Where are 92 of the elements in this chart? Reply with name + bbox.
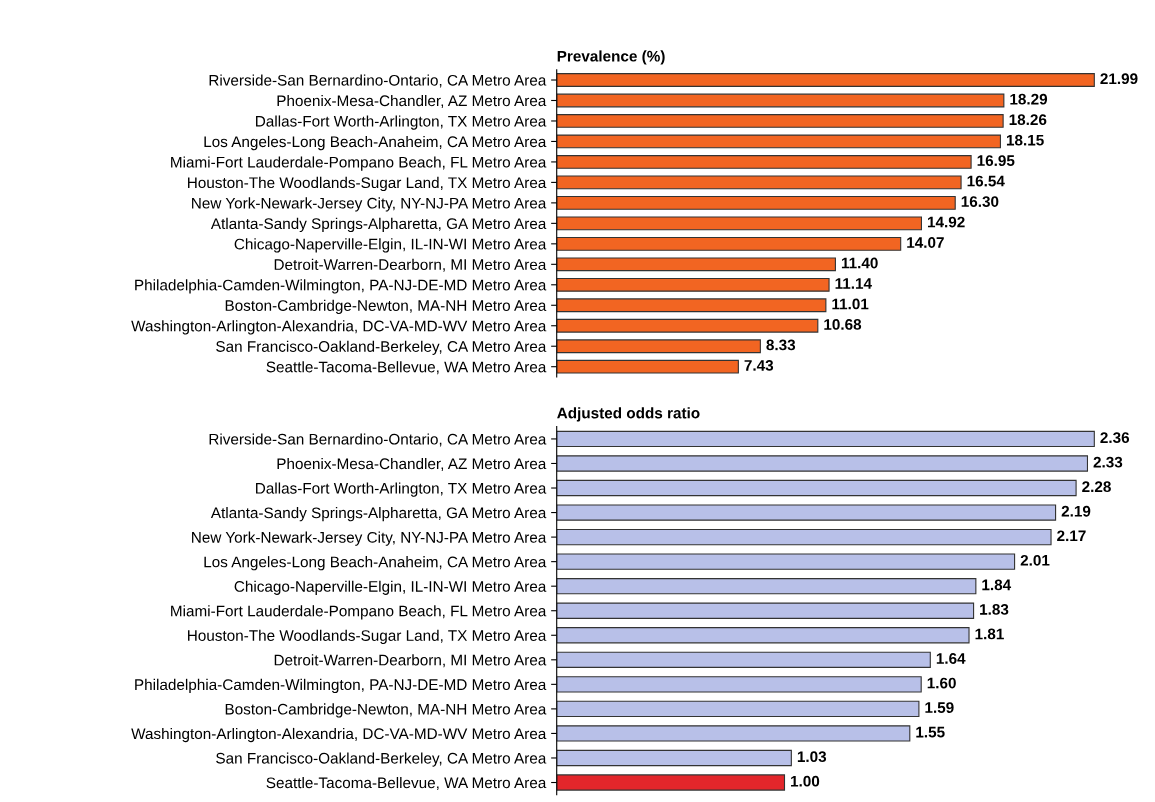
bar — [556, 749, 792, 767]
bar — [556, 479, 1077, 497]
data-label: 16.54 — [967, 175, 1005, 187]
y-tick-label: Chicago-Naperville-Elgin, IL-IN-WI Metro Area — [234, 580, 547, 595]
bar — [556, 277, 830, 292]
data-label: 2.33 — [1093, 456, 1123, 468]
bar — [556, 578, 977, 595]
bar — [556, 93, 1005, 108]
bar — [556, 455, 1089, 472]
bar — [556, 359, 739, 374]
data-label: 2.28 — [1082, 481, 1111, 493]
data-label: 8.33 — [766, 339, 796, 351]
y-tick-label: Boston-Cambridge-Newton, MA-NH Metro Area — [225, 703, 547, 718]
bar — [556, 725, 911, 742]
y-tick-label: Philadelphia-Camden-Wilmington, PA-NJ-DE-MD Metro Area — [135, 678, 547, 694]
y-tick-label: Seattle-Tacoma-Bellevue, WA Metro Area — [266, 776, 547, 790]
bar — [556, 216, 923, 231]
data-label: 1.00 — [791, 775, 820, 787]
data-label: 2.36 — [1100, 432, 1130, 444]
y-tick-label: Houston-The Woodlands-Sugar Land, TX Metro Area — [188, 629, 547, 644]
y-tick-label: Riverside-San Bernardino-Ontario, CA Metro Area — [209, 433, 547, 447]
y-tick-label: Riverside-San Bernardino-Ontario, CA Metro Area — [209, 74, 547, 88]
y-tick-label: Boston-Cambridge-Newton, MA-NH Metro Area — [225, 299, 547, 314]
y-tick-label: San Francisco-Oakland-Berkeley, CA Metro Area — [216, 752, 547, 767]
data-label: 11.14 — [835, 278, 872, 289]
y-tick-label: Miami-Fort Lauderdale-Pompano Beach, FL Metro Area — [171, 605, 547, 620]
bar — [556, 257, 836, 272]
data-label: 18.26 — [1009, 114, 1047, 126]
data-label: 11.40 — [841, 257, 878, 269]
y-tick-label: Washington-Arlington-Alexandria, DC-VA-MD-WV Metro Area — [131, 727, 547, 743]
bar — [556, 195, 956, 210]
data-label: 2.17 — [1057, 530, 1086, 542]
data-label: 1.83 — [980, 604, 1009, 615]
data-label: 11.01 — [832, 298, 869, 310]
bar — [556, 676, 922, 693]
data-label: 2.19 — [1061, 505, 1091, 517]
bar — [556, 236, 902, 251]
bar — [556, 700, 920, 718]
y-tick-label: Phoenix-Mesa-Chandler, AZ Metro Area — [277, 457, 547, 471]
data-label: 1.59 — [925, 702, 954, 713]
data-label: 1.55 — [916, 726, 945, 738]
y-tick-label: Dallas-Fort Worth-Arlington, TX Metro Area — [256, 115, 547, 130]
data-label: 10.68 — [824, 319, 862, 330]
y-tick-label: San Francisco-Oakland-Berkeley, CA Metro Area — [216, 340, 547, 355]
y-tick-label: Detroit-Warren-Dearborn, MI Metro Area — [274, 258, 547, 272]
bar — [556, 651, 931, 668]
bar — [556, 114, 1004, 128]
data-label: 1.64 — [936, 653, 966, 664]
y-tick-label: Los Angeles-Long Beach-Anaheim, CA Metro Area — [204, 556, 547, 571]
data-label: 2.01 — [1020, 554, 1050, 566]
y-tick-label: Los Angeles-Long Beach-Anaheim, CA Metro Area — [204, 135, 547, 151]
y-tick-label: Atlanta-Sandy Springs-Alpharetta, GA Metro Area — [210, 507, 547, 522]
y-tick-label: Phoenix-Mesa-Chandler, AZ Metro Area — [277, 94, 547, 108]
data-label: 1.81 — [975, 628, 1004, 640]
data-label: 7.43 — [744, 359, 774, 371]
y-tick-label: Philadelphia-Camden-Wilmington, PA-NJ-DE-MD Metro Area — [135, 279, 547, 294]
bar — [556, 528, 1052, 546]
data-label: 14.92 — [927, 216, 965, 228]
y-tick-label: Dallas-Fort Worth-Arlington, TX Metro Area — [256, 482, 547, 497]
bar — [556, 175, 962, 190]
bar — [556, 602, 975, 619]
bar — [556, 73, 1095, 87]
data-label: 1.84 — [982, 579, 1012, 591]
data-label: 16.30 — [961, 196, 999, 207]
data-label: 1.03 — [797, 751, 827, 763]
bar — [556, 553, 1016, 570]
chart-title: Adjusted odds ratio — [557, 407, 700, 422]
bar — [556, 339, 761, 354]
bar — [556, 134, 1001, 149]
y-tick-label: Washington-Arlington-Alexandria, DC-VA-MD-WV Metro Area — [131, 320, 547, 335]
data-label: 18.15 — [1006, 134, 1044, 146]
y-tick-label: Chicago-Naperville-Elgin, IL-IN-WI Metro Area — [234, 238, 547, 253]
bar — [556, 298, 827, 313]
y-tick-label: New York-Newark-Jersey City, NY-NJ-PA Metro Area — [192, 197, 547, 212]
bar — [556, 627, 970, 644]
y-tick-label: Houston-The Woodlands-Sugar Land, TX Metro Area — [188, 176, 547, 192]
data-label: 1.60 — [927, 677, 956, 689]
y-tick-label: Seattle-Tacoma-Bellevue, WA Metro Area — [266, 361, 547, 375]
bar — [556, 155, 972, 169]
bar — [556, 318, 819, 333]
y-tick-label: New York-Newark-Jersey City, NY-NJ-PA Metro Area — [192, 531, 547, 546]
data-label: 16.95 — [977, 155, 1015, 167]
data-label: 18.29 — [1010, 93, 1048, 105]
y-tick-label: Atlanta-Sandy Springs-Alpharetta, GA Metro Area — [210, 217, 547, 233]
y-tick-label: Miami-Fort Lauderdale-Pompano Beach, FL Metro Area — [171, 156, 547, 171]
bar — [556, 504, 1057, 521]
bar — [556, 430, 1095, 448]
chart-title: Prevalence (%) — [557, 50, 665, 65]
data-label: 21.99 — [1100, 73, 1138, 85]
bar — [556, 774, 786, 791]
data-label: 14.07 — [907, 237, 944, 248]
y-tick-label: Detroit-Warren-Dearborn, MI Metro Area — [274, 654, 547, 668]
